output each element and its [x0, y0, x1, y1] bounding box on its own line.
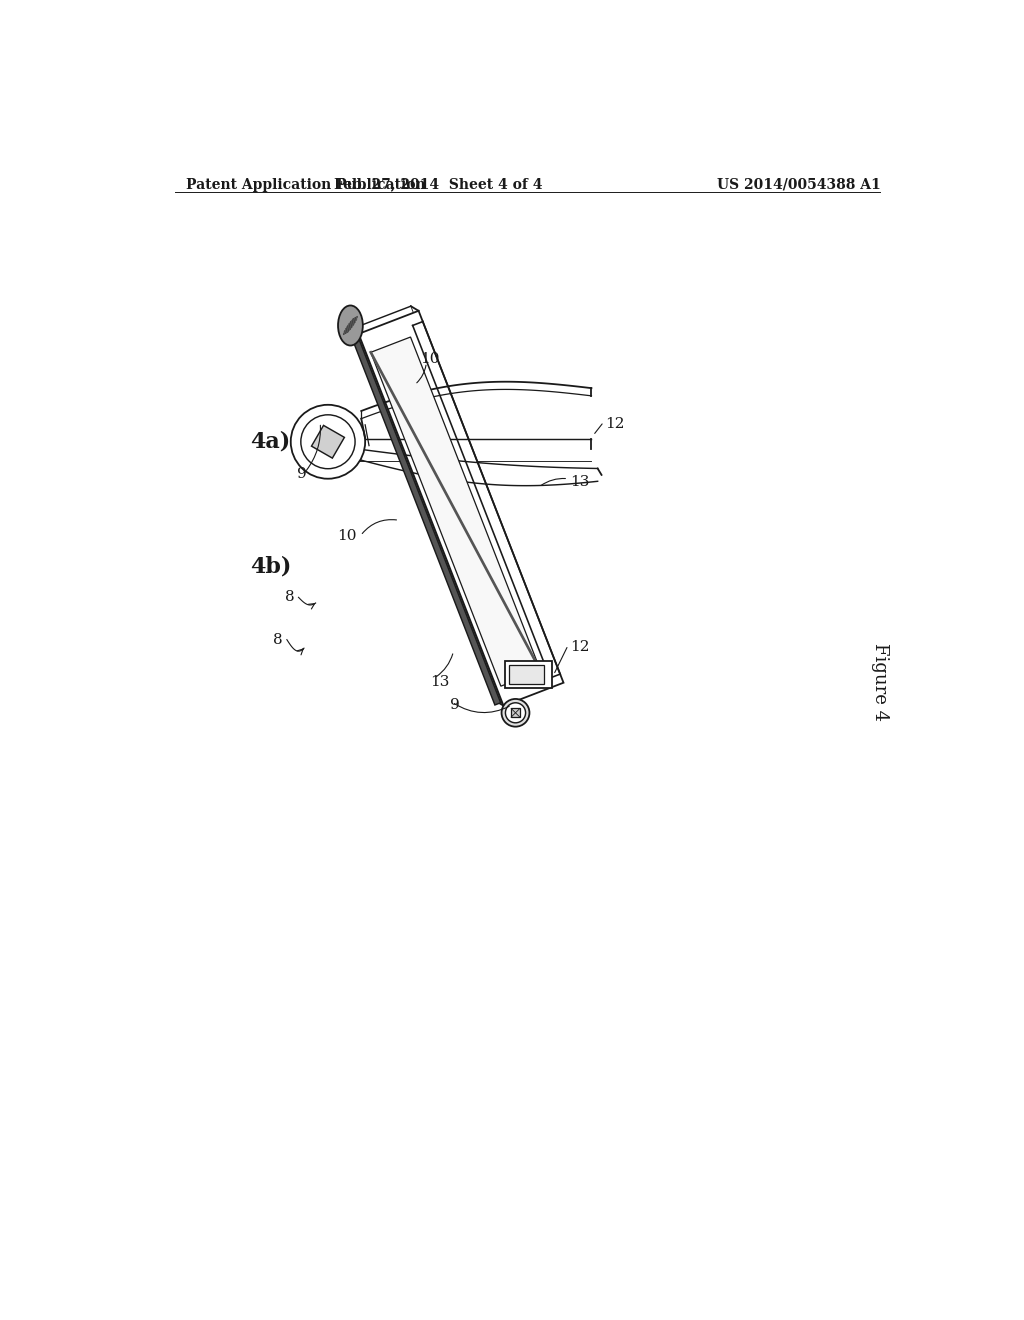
Ellipse shape	[338, 305, 362, 346]
Polygon shape	[351, 329, 504, 706]
Text: Patent Application Publication: Patent Application Publication	[186, 178, 426, 191]
Text: 10: 10	[421, 351, 440, 366]
Circle shape	[506, 702, 525, 723]
Circle shape	[291, 405, 366, 479]
Polygon shape	[371, 337, 541, 686]
Text: 9: 9	[450, 698, 460, 711]
Text: Feb. 27, 2014  Sheet 4 of 4: Feb. 27, 2014 Sheet 4 of 4	[334, 178, 543, 191]
Circle shape	[301, 414, 355, 469]
Text: 12: 12	[605, 417, 625, 432]
Text: 4a): 4a)	[251, 430, 291, 453]
Polygon shape	[509, 665, 544, 684]
Polygon shape	[311, 425, 344, 458]
Text: 9: 9	[297, 467, 306, 480]
Polygon shape	[506, 661, 552, 688]
Text: 8: 8	[285, 590, 295, 605]
Text: 12: 12	[569, 640, 589, 655]
Text: US 2014/0054388 A1: US 2014/0054388 A1	[717, 178, 881, 191]
Text: 13: 13	[569, 475, 589, 488]
Polygon shape	[511, 709, 520, 717]
Text: 4b): 4b)	[251, 556, 292, 578]
Polygon shape	[352, 338, 501, 705]
Circle shape	[502, 700, 529, 726]
Text: Figure 4: Figure 4	[870, 643, 889, 721]
Text: 10: 10	[337, 529, 356, 543]
Text: 8: 8	[273, 632, 283, 647]
Text: 13: 13	[430, 675, 450, 689]
Polygon shape	[358, 310, 563, 706]
